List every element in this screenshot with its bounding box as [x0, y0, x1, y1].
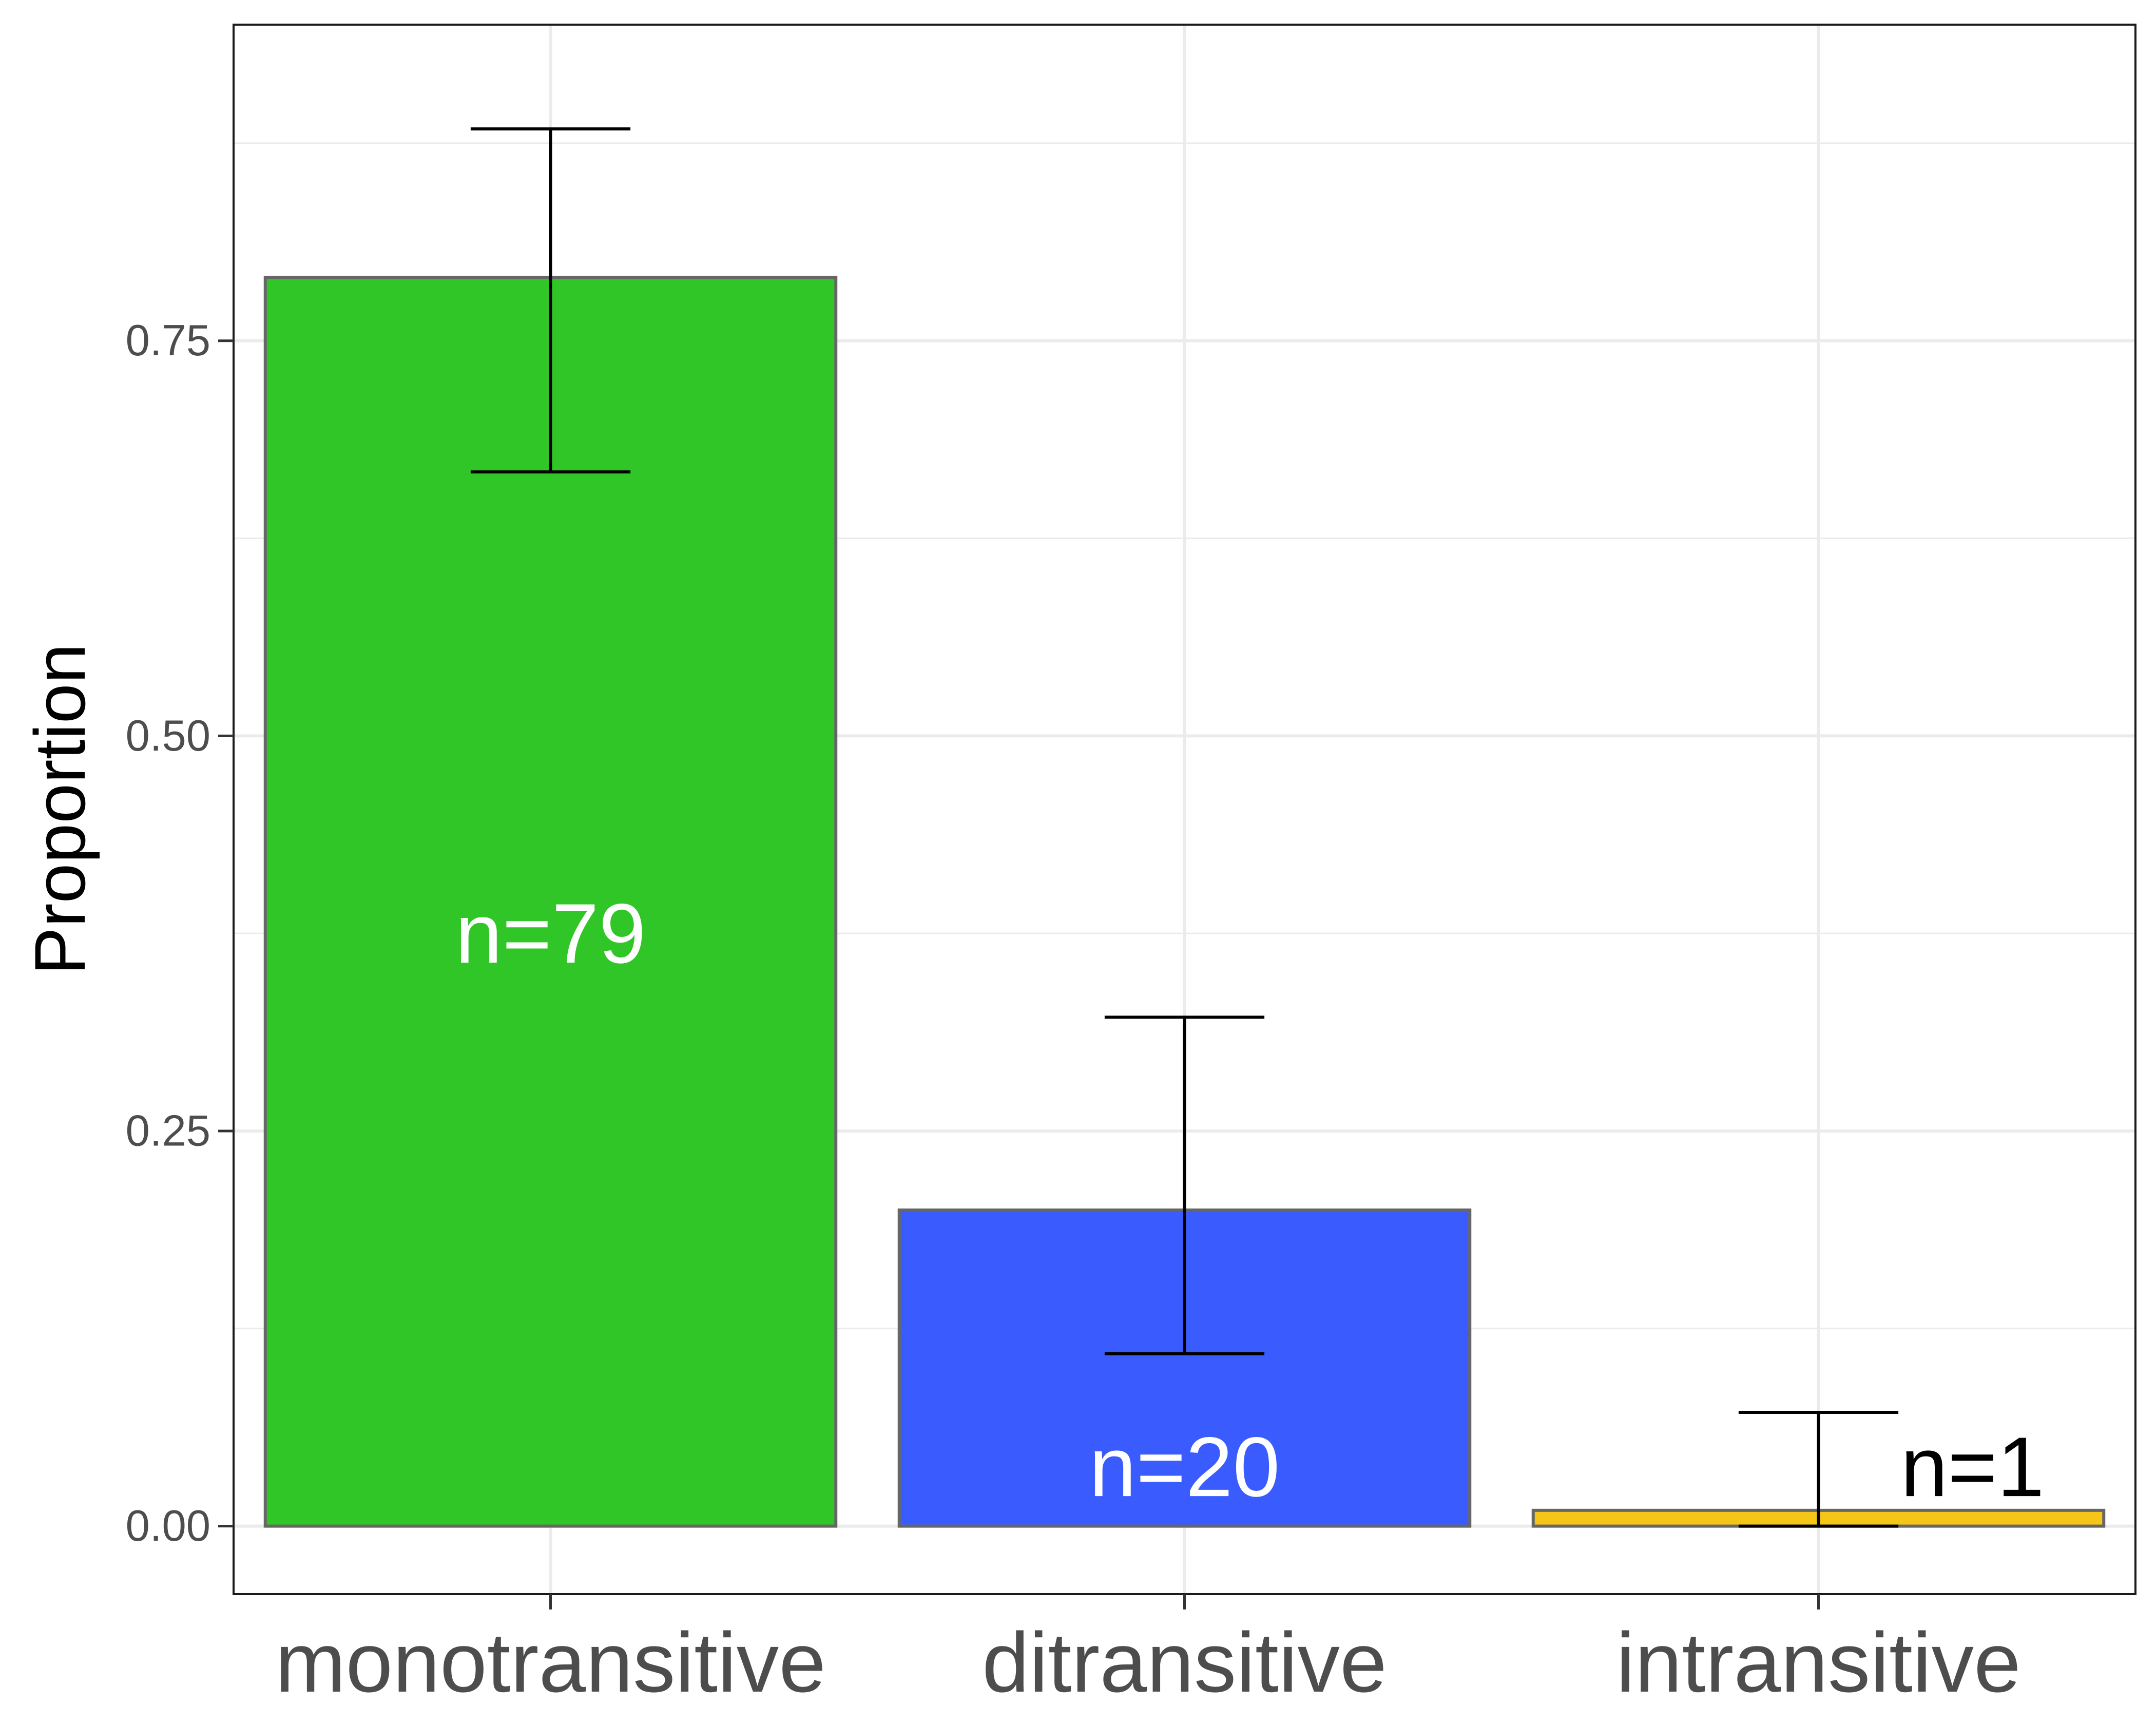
x-tick-label: intransitive — [1616, 1615, 2021, 1710]
error-bars — [470, 127, 1899, 1528]
bars — [263, 276, 2106, 1528]
x-tick-label: ditransitive — [982, 1615, 1387, 1710]
axes: 0.00 0.25 0.50 0.75 monotransitive ditransiti… — [126, 316, 2021, 1710]
y-tick-label: 0.25 — [126, 1106, 210, 1155]
y-tick-label: 0.00 — [126, 1502, 210, 1550]
bar-label: n=1 — [1901, 1420, 2045, 1514]
bar-labels: n=79 n=20 n=1 — [455, 886, 2045, 1514]
bar-label: n=79 — [455, 886, 646, 981]
y-axis-title: Proportion — [20, 644, 100, 975]
bar-monotransitive — [263, 276, 838, 1528]
y-tick-label: 0.50 — [126, 712, 210, 760]
bar-label: n=20 — [1089, 1420, 1280, 1514]
y-tick-label: 0.75 — [126, 316, 210, 365]
x-tick-label: monotransitive — [275, 1615, 826, 1710]
